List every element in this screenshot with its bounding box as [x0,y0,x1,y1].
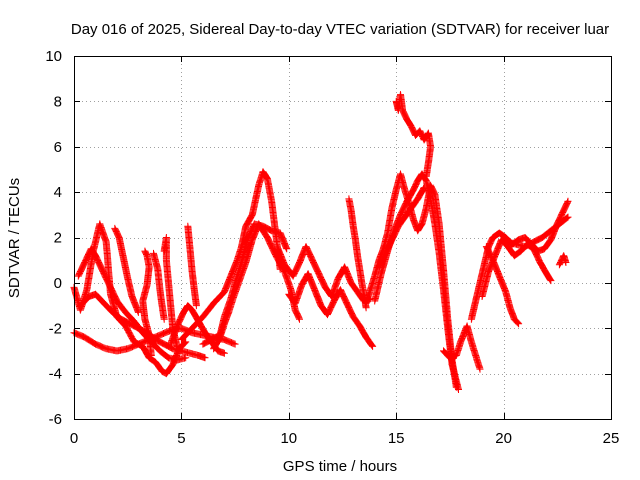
x-tick-label: 20 [495,430,512,447]
x-tick-label: 10 [280,430,297,447]
series-track-11 [177,168,284,344]
x-tick-label: 25 [603,430,620,447]
series-markers [184,222,200,310]
y-tick-label: -2 [49,320,62,337]
y-tick-label: 8 [54,93,62,110]
y-tick-label: 2 [54,230,62,247]
axis-ticks: 0 5 10 15 20 25 -6 -4 -2 0 2 4 6 8 10 [45,48,619,447]
series-markers [150,249,168,323]
series-markers [440,322,484,373]
x-tick-label: 5 [177,430,185,447]
y-tick-label: 10 [45,48,62,65]
series-track-07 [150,249,168,323]
series-track-05 [111,224,142,316]
series-layer [70,91,572,393]
series-track-14 [274,243,374,305]
series-markers [139,247,155,359]
y-tick-label: -6 [49,411,62,428]
series-track-10 [184,222,200,310]
series-track-20 [392,91,435,180]
series-markers [177,168,284,344]
series-track-15 [285,270,377,350]
y-tick-label: 4 [54,184,62,201]
series-track-21 [440,322,484,373]
series-markers [345,195,370,312]
y-tick-label: -4 [49,366,62,383]
y-tick-label: 6 [54,139,62,156]
series-markers [392,91,435,180]
x-tick-label: 0 [70,430,78,447]
chart-title: Day 016 of 2025, Sidereal Day-to-day VTE… [71,21,609,38]
series-track-25 [504,213,572,251]
series-track-16 [345,195,370,312]
series-markers [555,252,570,269]
chart-grid [74,56,611,419]
series-markers [274,243,374,305]
series-track-26 [555,252,570,269]
series-track-06 [139,247,155,359]
y-tick-label: 0 [54,275,62,292]
x-axis-label: GPS time / hours [283,458,397,475]
series-markers [375,184,428,271]
series-track-19 [375,184,428,271]
x-tick-label: 15 [388,430,405,447]
series-markers [111,224,142,316]
series-markers [504,213,572,251]
series-markers [285,270,377,350]
y-axis-label: SDTVAR / TECUs [6,178,23,298]
